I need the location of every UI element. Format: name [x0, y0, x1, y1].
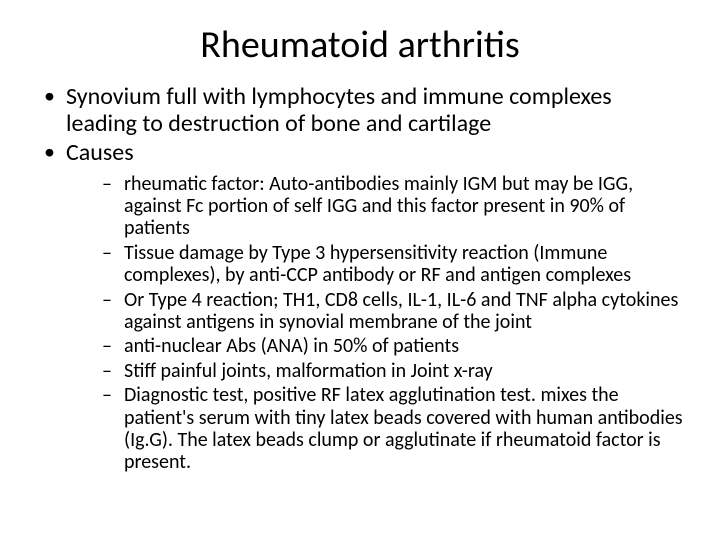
bullet-text: Causes	[66, 138, 134, 167]
sub-bullet-item: Or Type 4 reaction; TH1, CD8 cells, IL-1…	[66, 289, 684, 334]
sub-bullet-item: Tissue damage by Type 3 hypersensitivity…	[66, 242, 684, 287]
sub-bullet-item: Stiff painful joints, malformation in Jo…	[66, 360, 684, 382]
sub-bullet-item: rheumatic factor: Auto-antibodies mainly…	[66, 173, 684, 240]
sub-bullet-item: anti-nuclear Abs (ANA) in 50% of patient…	[66, 335, 684, 357]
sub-bullet-item: Diagnostic test, positive RF latex agglu…	[66, 384, 684, 474]
bullet-item: Synovium full with lymphocytes and immun…	[36, 84, 684, 138]
slide-title: Rheumatoid arthritis	[36, 22, 684, 68]
slide: Rheumatoid arthritis Synovium full with …	[0, 0, 720, 540]
bullet-list-level1: Synovium full with lymphocytes and immun…	[36, 84, 684, 474]
bullet-list-level2: rheumatic factor: Auto-antibodies mainly…	[66, 173, 684, 474]
bullet-item: Causes rheumatic factor: Auto-antibodies…	[36, 140, 684, 474]
